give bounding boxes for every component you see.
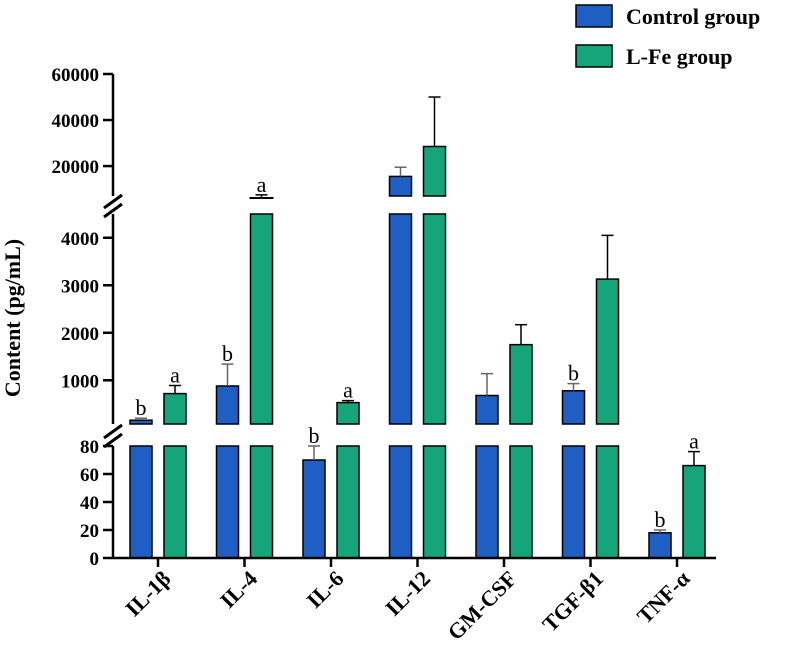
y-tick-label: 20000	[52, 157, 100, 178]
bar-control	[215, 445, 240, 559]
x-tick-label: IL-4	[215, 566, 262, 613]
bar-lfe	[163, 445, 187, 559]
bar-lfe	[422, 445, 447, 559]
bar-lfe	[163, 392, 187, 425]
bar-lfe	[336, 401, 360, 425]
x-tick-label: TNF-α	[632, 565, 695, 628]
legend-swatch	[575, 4, 613, 28]
bar-control	[302, 459, 326, 559]
bar-control	[561, 389, 586, 425]
x-tick-label: IL-6	[301, 566, 348, 613]
bar-lfe	[595, 445, 620, 559]
y-tick-label: 1000	[61, 371, 99, 392]
bar-lfe	[249, 213, 274, 425]
y-tick-label: 60	[80, 465, 99, 486]
bar-lfe	[509, 445, 533, 559]
x-tick-label: IL-1β	[120, 566, 175, 621]
axis-break-mark	[103, 432, 123, 449]
bar-control	[129, 445, 153, 559]
significance-label: a	[257, 172, 267, 197]
y-tick-label: 2000	[61, 324, 99, 345]
bar-control	[388, 213, 413, 425]
y-axis-label: Content (pg/mL)	[0, 239, 25, 397]
bar-control	[388, 175, 413, 197]
y-tick-label: 3000	[61, 276, 99, 297]
significance-label: b	[309, 423, 320, 448]
legend-label: Control group	[626, 4, 760, 29]
bar-control	[388, 445, 413, 559]
axis-break-mark	[103, 202, 123, 219]
significance-label: a	[343, 378, 353, 403]
significance-label: b	[136, 395, 147, 420]
legend: Control group L-Fe group	[575, 4, 760, 69]
significance-label: b	[222, 341, 233, 366]
bar-control	[648, 532, 672, 559]
bar-control	[215, 385, 240, 425]
bar-lfe	[336, 445, 360, 559]
x-tick-label: TGF-β1	[537, 566, 608, 637]
y-tick-label: 20	[80, 521, 99, 542]
axis-break-mark	[103, 423, 123, 440]
bar-lfe	[422, 213, 447, 425]
bar-control	[475, 445, 499, 559]
y-tick-label: 40	[80, 493, 99, 514]
y-tick-label: 60000	[52, 65, 100, 86]
bar-control	[129, 419, 153, 425]
bar-control	[561, 445, 586, 559]
bar-lfe	[682, 464, 706, 559]
significance-label: a	[170, 363, 180, 388]
bar-lfe	[249, 445, 274, 559]
significance-label: a	[689, 429, 699, 454]
bar-lfe	[422, 145, 447, 197]
significance-label: b	[655, 507, 666, 532]
x-tick-label: IL-12	[380, 566, 435, 621]
x-axis: IL-1β IL-4 IL-6 IL-12 GM-CSF TGF-β1 TNF-α	[113, 556, 716, 645]
y-tick-label: 4000	[61, 229, 99, 250]
axis-break-mark	[103, 193, 123, 210]
bar-lfe	[595, 278, 620, 425]
y-axis: 0 20 40 60 80 1000 2000 3000 4000 20000 40000 60000	[52, 65, 123, 570]
significance-label: b	[568, 361, 579, 386]
y-tick-label: 40000	[52, 111, 100, 132]
legend-swatch	[575, 44, 613, 68]
y-tick-label: 80	[80, 437, 99, 458]
y-tick-label: 0	[90, 549, 100, 570]
x-tick-label: GM-CSF	[443, 566, 522, 645]
bar-lfe	[509, 343, 533, 425]
bar-control	[475, 394, 499, 425]
legend-label: L-Fe group	[626, 44, 733, 69]
